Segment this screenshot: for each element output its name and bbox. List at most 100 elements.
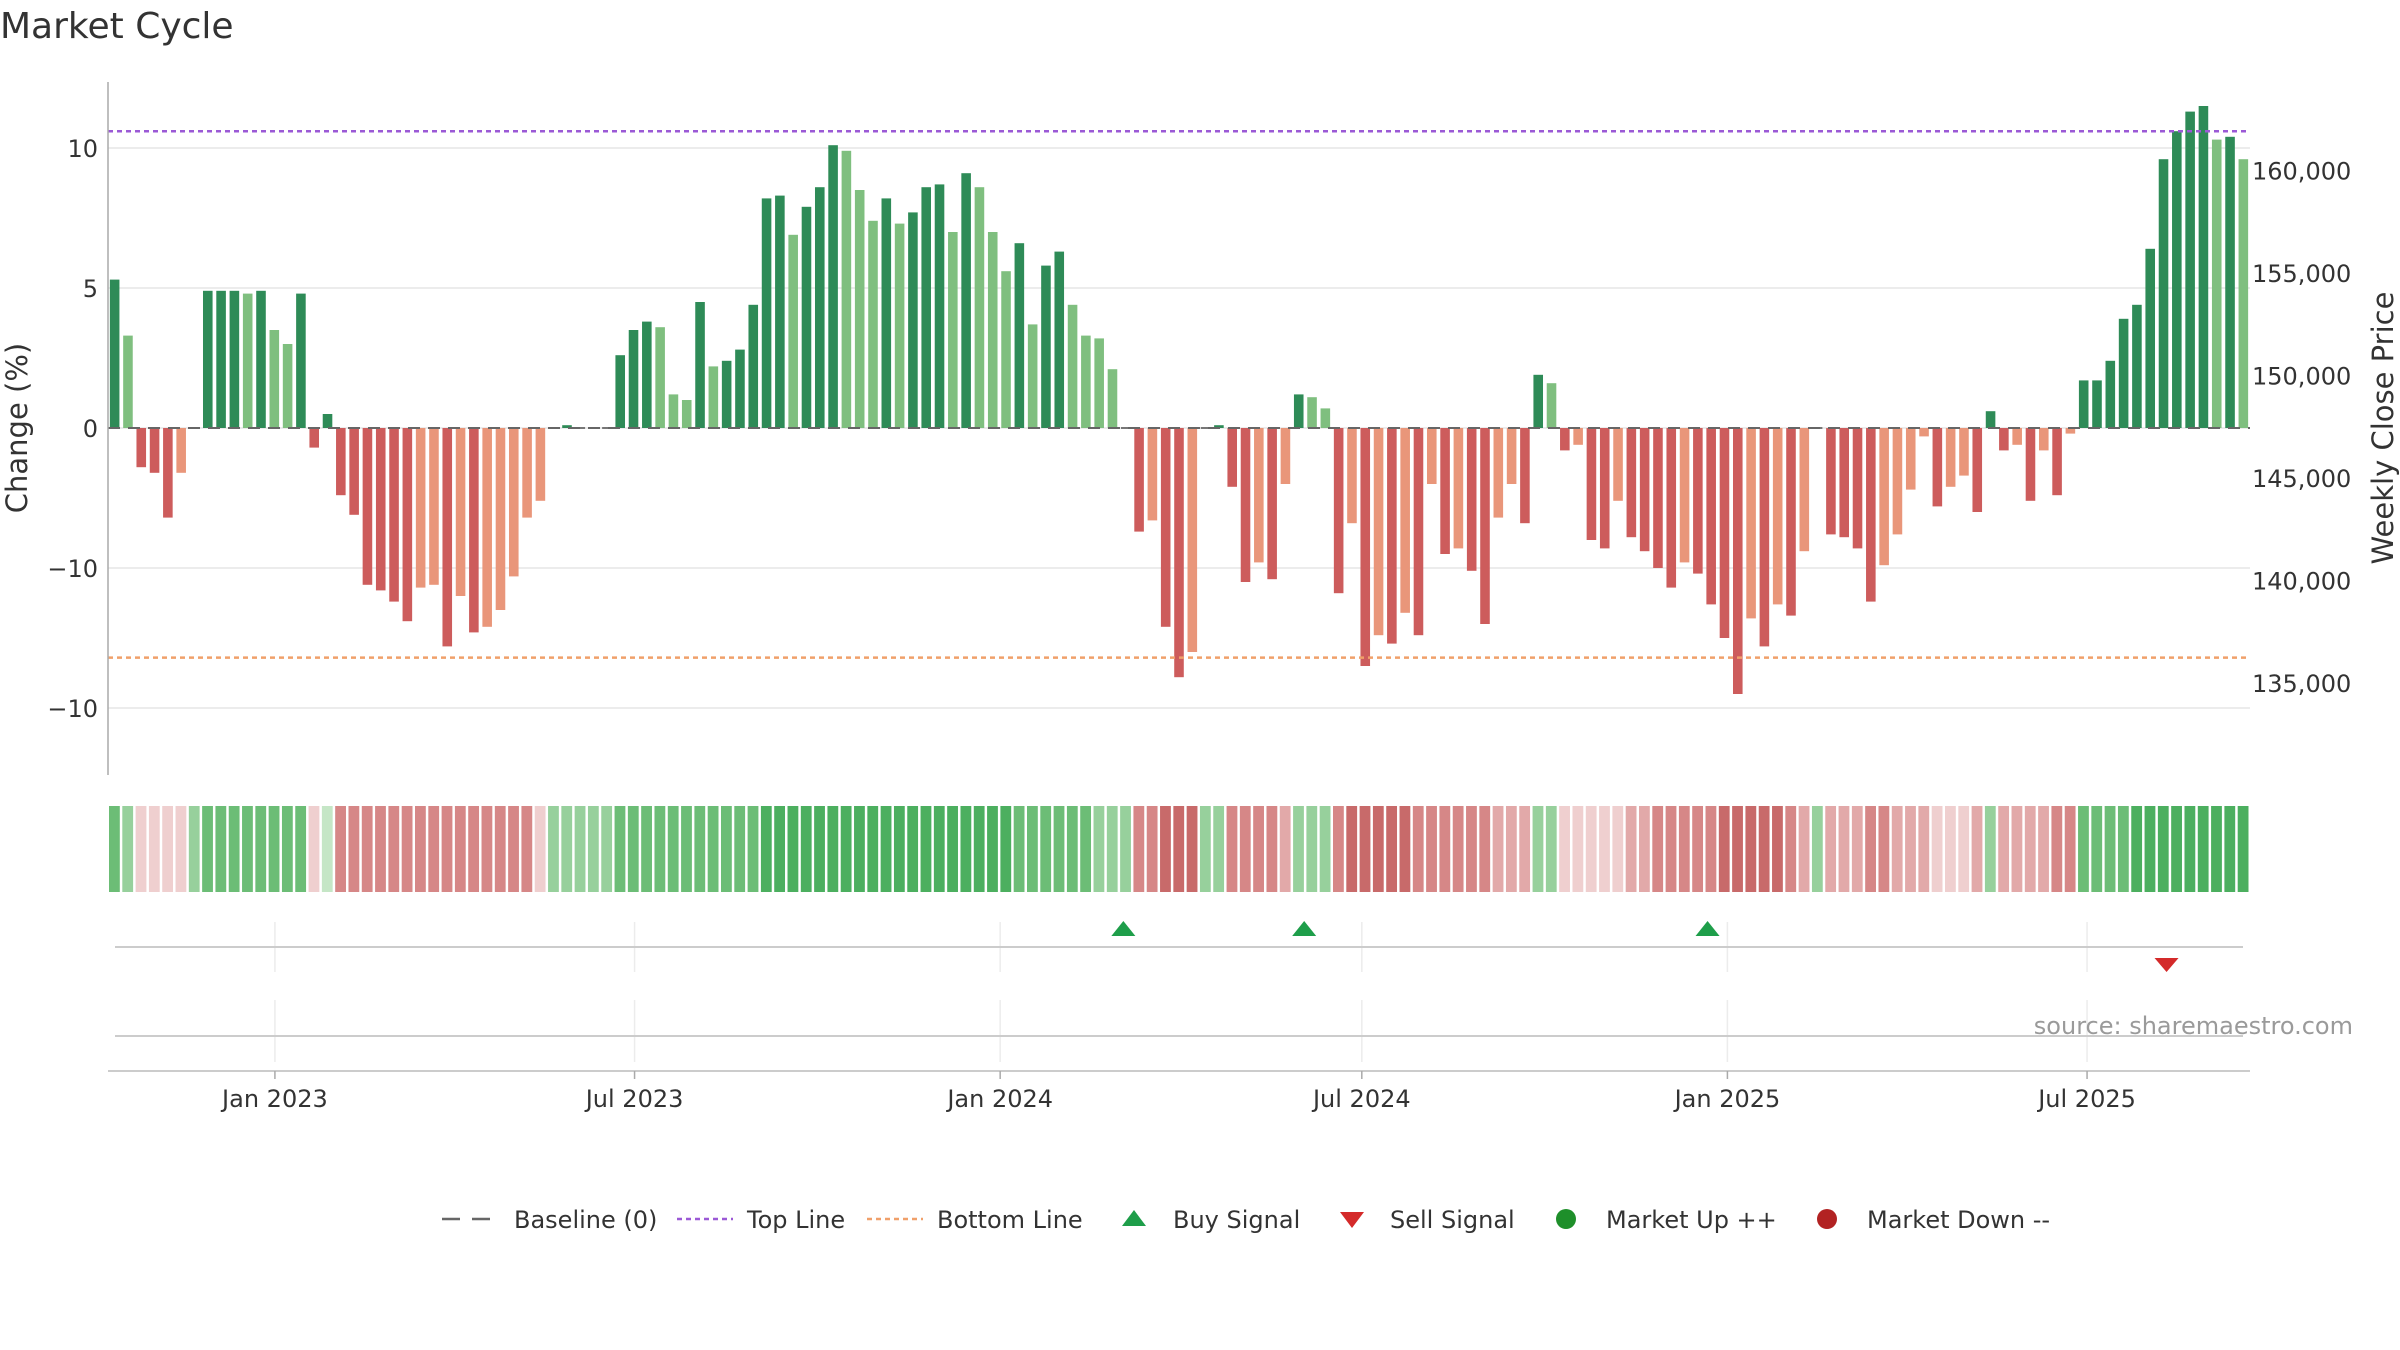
bar xyxy=(814,187,825,428)
bar xyxy=(1919,428,1929,437)
bar xyxy=(1560,428,1570,451)
heat-cell xyxy=(1040,806,1052,892)
bar xyxy=(1347,428,1357,524)
bar xyxy=(721,360,732,428)
heat-cell xyxy=(1199,806,1211,892)
heat-strip xyxy=(109,806,2249,892)
heat-cell xyxy=(2157,806,2169,892)
bar xyxy=(1759,428,1770,647)
bar xyxy=(1054,251,1065,428)
bar xyxy=(735,349,745,428)
heat-cell xyxy=(1452,806,1464,892)
heat-cell xyxy=(747,806,759,892)
bar xyxy=(921,187,932,428)
heat-cell xyxy=(1665,806,1677,892)
bar xyxy=(482,428,492,627)
heat-cell xyxy=(2131,806,2143,892)
heat-cell xyxy=(1732,806,1743,892)
heat-cell xyxy=(2184,806,2196,892)
heat-cell xyxy=(1173,806,1185,892)
heat-cell xyxy=(441,806,453,892)
heat-cell xyxy=(614,806,626,892)
bar xyxy=(202,290,213,428)
heat-cell xyxy=(428,806,440,892)
bar xyxy=(1599,428,1610,549)
heat-cell xyxy=(2197,806,2209,892)
heat-cell xyxy=(335,806,346,892)
bar xyxy=(1799,428,1810,552)
bar xyxy=(522,428,532,518)
x-tick-label: Jan 2024 xyxy=(945,1085,1053,1113)
heat-cell xyxy=(1333,806,1344,892)
bar xyxy=(2172,131,2182,428)
heat-cell xyxy=(388,806,400,892)
y-tick-label: −10 xyxy=(47,555,98,583)
bar xyxy=(1666,428,1677,588)
heat-cell xyxy=(1186,806,1198,892)
heat-cell xyxy=(1319,806,1331,892)
heat-cell xyxy=(1798,806,1810,892)
heat-cell xyxy=(1253,806,1264,892)
heat-cell xyxy=(2117,806,2129,892)
heat-cell xyxy=(308,806,320,892)
bar xyxy=(1653,428,1663,568)
bar xyxy=(1546,383,1557,428)
heat-cell xyxy=(627,806,639,892)
heat-cell xyxy=(1399,806,1411,892)
bar xyxy=(642,321,652,428)
heat-cell xyxy=(1053,806,1065,892)
heat-cell xyxy=(1971,806,1983,892)
heat-cell xyxy=(1652,806,1664,892)
y2-tick-label: 145,000 xyxy=(2252,465,2351,493)
x-tick-label: Jan 2025 xyxy=(1673,1085,1781,1113)
heat-cell xyxy=(1545,806,1557,892)
bar xyxy=(1693,428,1703,574)
bar xyxy=(1387,428,1397,644)
heat-cell xyxy=(1918,806,1930,892)
heat-cell xyxy=(721,806,732,892)
bar xyxy=(2012,428,2022,445)
bar xyxy=(1573,428,1583,445)
heat-cell xyxy=(494,806,506,892)
heat-cell xyxy=(960,806,972,892)
heat-cell xyxy=(175,806,187,892)
heat-cell xyxy=(787,806,799,892)
heat-cell xyxy=(1865,806,1876,892)
bar xyxy=(322,414,333,428)
heat-cell xyxy=(654,806,666,892)
bar xyxy=(1959,428,1969,476)
heat-cell xyxy=(2211,806,2222,892)
heat-cell xyxy=(1572,806,1584,892)
bar xyxy=(1240,428,1251,582)
heat-cell xyxy=(228,806,240,892)
heat-cell xyxy=(1678,806,1690,892)
bar xyxy=(1027,324,1038,428)
heat-cell xyxy=(1213,806,1225,892)
bar xyxy=(974,187,985,428)
heat-cell xyxy=(1266,806,1278,892)
heat-cell xyxy=(468,806,480,892)
bar xyxy=(868,220,878,428)
bar xyxy=(1480,428,1490,624)
heat-cell xyxy=(1093,806,1105,892)
heat-cell xyxy=(2051,806,2063,892)
heat-cell xyxy=(1958,806,1970,892)
heat-cell xyxy=(1559,806,1570,892)
heat-cell xyxy=(1479,806,1491,892)
bar xyxy=(655,327,665,428)
y2-axis-title: Weekly Close Price xyxy=(2366,292,2400,565)
bar xyxy=(1520,428,1530,524)
x-tick-label: Jan 2023 xyxy=(220,1085,328,1113)
heat-cell xyxy=(321,806,333,892)
heat-cell xyxy=(800,806,812,892)
bar xyxy=(1679,428,1690,563)
bar xyxy=(841,150,852,429)
x-axis: Jan 2023 Jul 2023 Jan 2024 Jul 2024 Jan 2025… xyxy=(108,1070,2250,1113)
heat-cell xyxy=(268,806,280,892)
bar xyxy=(801,206,812,428)
bar xyxy=(668,394,679,428)
y2-tick-label: 160,000 xyxy=(2252,158,2351,186)
heat-cell xyxy=(481,806,493,892)
bar xyxy=(948,232,958,428)
